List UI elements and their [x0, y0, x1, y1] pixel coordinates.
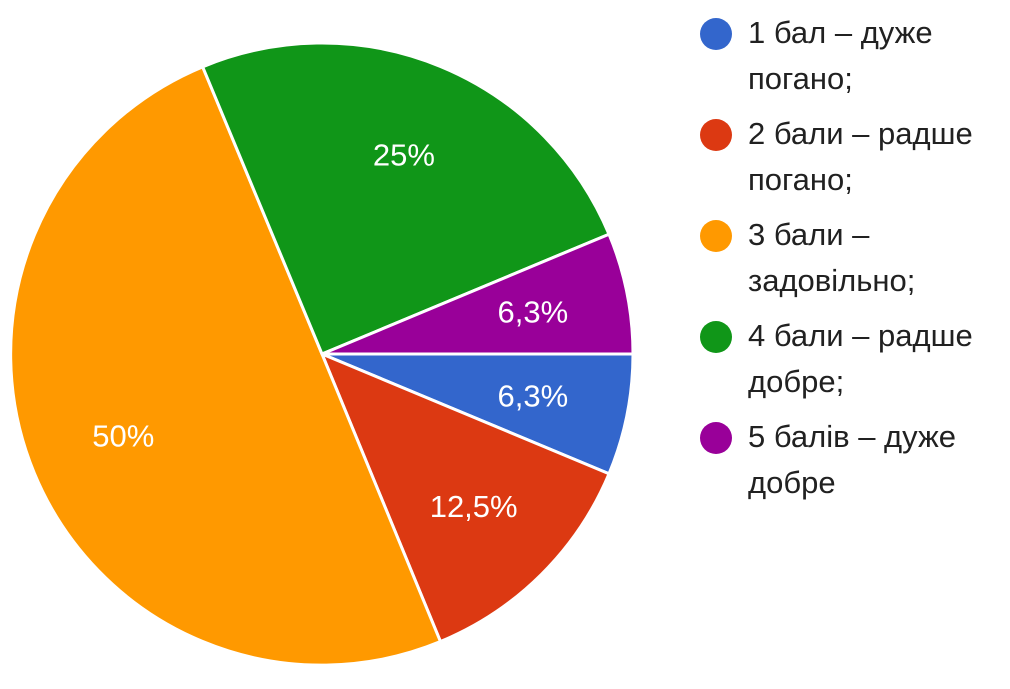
legend-label-line: добре; [748, 364, 845, 399]
pie-slice [9, 65, 442, 667]
legend-label-line: погано; [748, 162, 853, 197]
legend-label-line: 4 бали – радше [748, 318, 973, 353]
legend-label-line: 5 балів – дуже [748, 419, 956, 454]
pie-data-label: 6,3% [497, 294, 568, 329]
pie-data-label: 25% [373, 138, 435, 173]
legend-item: 4 бали – радше добре; [700, 313, 1005, 405]
legend-swatch [700, 422, 732, 454]
pie-slice [320, 232, 635, 356]
legend-swatch [700, 18, 732, 50]
legend-label-line: добре [748, 465, 836, 500]
pie-data-labels: 6,3% 12,5% 50% 25% 6,3% [92, 138, 568, 524]
legend-swatch [700, 220, 732, 252]
pie-slice [320, 352, 611, 644]
legend-item: 1 бал – дуже погано; [700, 10, 1005, 102]
legend-label-line: задовільно; [748, 263, 916, 298]
pie-data-label: 12,5% [430, 489, 518, 524]
legend-label-line: 2 бали – радше [748, 116, 973, 151]
chart-legend: 1 бал – дуже погано; 2 бали – радше пога… [700, 10, 1005, 515]
legend-label-line: 3 бали – [748, 217, 870, 252]
legend-swatch [700, 321, 732, 353]
legend-label-line: 1 бал – дуже [748, 15, 933, 50]
legend-label-line: погано; [748, 61, 853, 96]
legend-item: 5 балів – дуже добре [700, 414, 1005, 506]
legend-item: 2 бали – радше погано; [700, 111, 1005, 203]
pie-slices [9, 41, 635, 667]
pie-data-label: 50% [92, 419, 154, 454]
pie-slice [320, 352, 635, 476]
pie-data-label: 6,3% [497, 379, 568, 414]
legend-swatch [700, 119, 732, 151]
legend-item: 3 бали – задовільно; [700, 212, 1005, 304]
